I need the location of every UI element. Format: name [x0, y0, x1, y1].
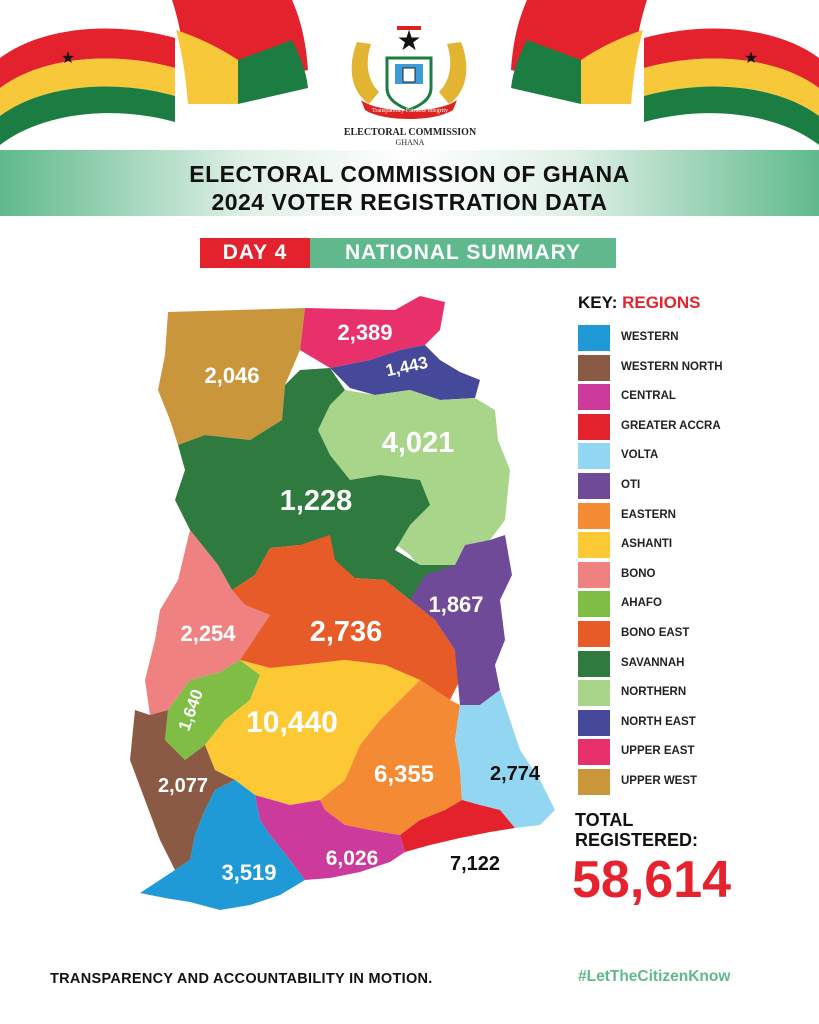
key-swatch [578, 769, 610, 795]
left-flag-ribbon: ★ [0, 0, 308, 145]
key-label: WESTERN [621, 331, 679, 343]
key-swatch [578, 354, 610, 381]
title-line1: ELECTORAL COMMISSION OF GHANA [189, 161, 630, 187]
region-bono-east [232, 535, 460, 700]
key-label: OTI [621, 479, 641, 491]
key-title: KEY: REGIONS [578, 293, 701, 313]
key-label: ASHANTI [621, 538, 673, 551]
key-swatch [578, 413, 610, 440]
key-label: SAVANNAH [621, 656, 685, 669]
ec-seal-logo: ★ [351, 25, 467, 119]
value-savannah: 1,228 [280, 485, 353, 517]
value-eastern: 6,355 [374, 761, 434, 788]
region-north-east [330, 345, 480, 400]
region-volta [455, 690, 555, 828]
region-western [140, 780, 305, 910]
value-ashanti: 10,440 [246, 706, 338, 739]
title-line2: 2024 VOTER REGISTRATION DATA [211, 189, 608, 215]
key-swatch [578, 709, 610, 736]
region-central [255, 795, 405, 880]
total-label-line1: TOTAL [575, 810, 634, 830]
key-swatch [578, 473, 610, 499]
key-label: UPPER EAST [621, 745, 695, 758]
key-swatch [578, 739, 610, 766]
value-upper-east: 2,389 [337, 320, 392, 345]
key-swatch [578, 502, 610, 529]
seal-caption-line2: GHANA [395, 138, 425, 147]
key-swatch [578, 680, 610, 707]
total-label-line2: REGISTERED: [575, 830, 699, 850]
key-label: VOLTA [621, 449, 659, 462]
right-flag-ribbon: ★ [511, 0, 819, 145]
value-bono: 2,254 [180, 621, 236, 646]
key-swatch [578, 384, 610, 411]
key-label: AHAFO [621, 597, 662, 610]
svg-text:★: ★ [744, 50, 758, 67]
key-label: GREATER ACCRA [621, 419, 721, 432]
seal-ribbon-text: Transparency Fairness Integrity [371, 108, 449, 114]
footer-slogan: TRANSPARENCY AND ACCOUNTABILITY IN MOTIO… [50, 971, 433, 987]
region-bono [145, 530, 270, 715]
value-central: 6,026 [326, 847, 379, 870]
key-swatch [578, 591, 610, 618]
seal-caption-line1: ELECTORAL COMMISSION [343, 127, 477, 138]
key-label: UPPER WEST [621, 775, 698, 787]
key-label: BONO [621, 567, 656, 580]
key-label: NORTHERN [621, 686, 687, 699]
svg-text:★: ★ [396, 25, 421, 56]
value-western-north: 2,077 [158, 775, 208, 797]
region-upper-west [158, 308, 305, 445]
value-oti: 1,867 [428, 592, 483, 617]
key-swatch [578, 561, 610, 588]
day-badge: DAY 4 [200, 238, 310, 268]
region-ahafo [165, 660, 260, 760]
key-swatch [578, 650, 610, 677]
value-upper-west: 2,046 [204, 363, 259, 388]
value-western: 3,519 [221, 860, 276, 885]
key-title-prefix: KEY: [578, 293, 618, 312]
value-greater-accra: 7,122 [450, 853, 500, 875]
region-ashanti [205, 660, 420, 805]
key-swatch [578, 532, 610, 559]
region-eastern [320, 680, 462, 835]
header-band [0, 150, 819, 216]
value-volta: 2,774 [490, 763, 541, 785]
key-title-highlight: REGIONS [622, 293, 701, 312]
svg-text:★: ★ [61, 50, 75, 67]
region-western-north [130, 710, 235, 870]
footer-hashtag: #LetTheCitizenKnow [578, 968, 731, 985]
summary-badge: NATIONAL SUMMARY [310, 238, 616, 268]
key-label: CENTRAL [621, 390, 676, 403]
total-registered-value: 58,614 [572, 851, 732, 909]
key-label: WESTERN NORTH [621, 360, 723, 373]
region-upper-east [300, 296, 445, 368]
key-swatch [578, 621, 610, 647]
flag-ribbons: ★ ★ [0, 0, 819, 145]
region-savannah [175, 368, 455, 600]
region-greater-accra [400, 800, 515, 852]
value-northern: 4,021 [382, 427, 455, 459]
key-label: EASTERN [621, 508, 676, 521]
value-bono-east: 2,736 [310, 616, 383, 648]
key-label: NORTH EAST [621, 715, 696, 728]
key-swatch [578, 325, 610, 351]
region-oti [410, 535, 512, 705]
key-label: BONO EAST [621, 627, 690, 639]
key-swatch [578, 443, 610, 470]
